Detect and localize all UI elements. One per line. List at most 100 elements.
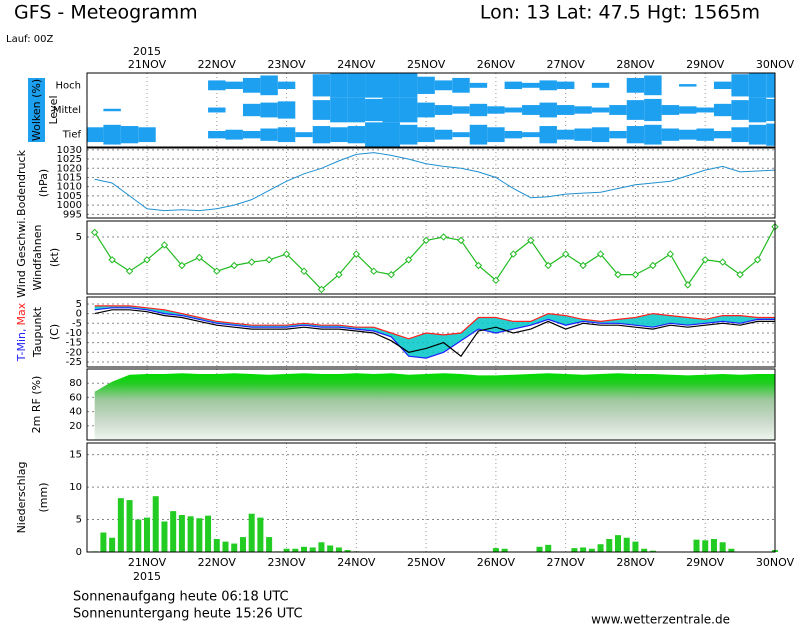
- cloud-cell: [225, 81, 243, 90]
- wind-point: [614, 270, 622, 279]
- date-label-top: 21NOV: [128, 58, 167, 71]
- date-label-bottom: 26NOV: [477, 556, 516, 569]
- cloud-cell: [452, 132, 470, 138]
- panel-label: (kt): [48, 248, 61, 267]
- y-tick-label: 15: [69, 450, 82, 461]
- precip-bar: [100, 532, 107, 552]
- precip-bar: [606, 539, 613, 552]
- y-tick-label: 0: [76, 309, 82, 320]
- cloud-cell: [504, 81, 523, 90]
- panel-label: (C): [48, 324, 61, 340]
- precip-bar: [649, 550, 656, 552]
- cloud-cell: [347, 126, 366, 144]
- wind-point: [701, 256, 709, 264]
- cloud-cell: [277, 81, 296, 90]
- precip-bar: [641, 548, 648, 552]
- wind-point: [631, 270, 640, 279]
- panel-frame: [86, 220, 776, 295]
- wind-point: [317, 285, 326, 294]
- label-bg: [28, 78, 45, 142]
- cloud-cell: [487, 127, 505, 143]
- precip-bar: [309, 547, 316, 552]
- cloud-cell: [556, 129, 575, 140]
- date-label-top: 24NOV: [337, 58, 376, 71]
- cloud-cell: [574, 128, 592, 141]
- wind-point: [753, 256, 762, 264]
- y-tick-label: 80: [69, 378, 82, 389]
- precip-bar: [301, 546, 308, 552]
- panel-frame: [86, 147, 776, 219]
- cloud-cell: [539, 126, 557, 144]
- date-label-bottom: 23NOV: [267, 556, 306, 569]
- precip-bar: [492, 548, 499, 552]
- location: Lon: 13 Lat: 47.5 Hgt: 1565m: [480, 2, 760, 24]
- precip-bar: [536, 546, 543, 552]
- y-tick-label: 1020: [57, 163, 82, 174]
- precip-bar: [710, 539, 717, 552]
- panel-label: T-Min, Max: [15, 302, 28, 362]
- y-tick-label: 1005: [57, 191, 82, 202]
- date-label-top: 30NOV: [756, 58, 795, 71]
- cloud-cell: [626, 77, 645, 93]
- cloud-cell: [295, 132, 313, 138]
- cloud-cell: [679, 129, 697, 140]
- cloud-cell: [626, 126, 645, 144]
- cloud-cell: [539, 102, 557, 118]
- precip-bar: [222, 541, 229, 552]
- cloud-cell: [574, 106, 592, 114]
- cloud-cell: [766, 73, 775, 98]
- wind-point: [265, 256, 273, 264]
- year-top: 2015: [133, 45, 161, 58]
- panel-label: Niederschlag: [15, 462, 28, 534]
- cloud-cell: [399, 124, 418, 145]
- date-label-top: 27NOV: [547, 58, 586, 71]
- precip-bar: [728, 548, 735, 552]
- cloud-cell: [365, 73, 383, 98]
- cloud-cell: [661, 128, 680, 141]
- cloud-cell: [504, 130, 523, 139]
- wind-point: [596, 250, 605, 258]
- cloud-cell: [434, 129, 453, 140]
- y-tick-label: 10: [69, 482, 82, 493]
- panel-label: (hPa): [37, 169, 50, 197]
- sunset: Sonnenuntergang heute 15:26 UTC: [73, 607, 303, 622]
- source: www.wetterzentrale.de: [591, 613, 730, 625]
- wind-point: [300, 267, 308, 275]
- wind-point: [457, 236, 465, 245]
- cloud-cell: [260, 102, 278, 118]
- date-label-bottom: 24NOV: [337, 556, 376, 569]
- cloud-cell: [260, 75, 278, 96]
- cloud-cell: [208, 80, 226, 91]
- precip-bar: [117, 498, 124, 552]
- cloud-cell: [591, 82, 610, 88]
- wind-point: [439, 233, 448, 241]
- cloud-cell: [539, 80, 557, 91]
- precip-bar: [205, 515, 212, 552]
- precip-bar: [213, 539, 220, 552]
- precip-bar: [170, 511, 177, 552]
- cloud-cell: [469, 82, 488, 88]
- precip-bar: [580, 547, 587, 552]
- cloud-cell: [644, 124, 662, 145]
- cloud-cell: [731, 100, 749, 120]
- wind-point: [684, 281, 692, 289]
- cloud-cell: [731, 74, 749, 97]
- wind-point: [492, 276, 500, 285]
- cloud-cell: [103, 108, 121, 112]
- pressure-line: [94, 152, 776, 212]
- label-part: T-Min,: [15, 329, 28, 363]
- cloud-cell: [713, 103, 732, 117]
- cloud-cell: [731, 127, 749, 143]
- precip-bar: [292, 548, 299, 552]
- cloud-cell: [277, 127, 296, 143]
- cloud-cell: [417, 102, 435, 118]
- wind-point: [579, 261, 587, 270]
- cloud-cell: [748, 73, 767, 98]
- cloud-cell: [748, 97, 767, 123]
- cloud-cell: [312, 100, 331, 120]
- y-tick-label: 5: [76, 515, 82, 526]
- y-tick-label: 20: [69, 421, 82, 432]
- year-bottom: 2015: [133, 570, 161, 583]
- wind-point: [736, 270, 744, 279]
- cloud-cell: [330, 97, 348, 123]
